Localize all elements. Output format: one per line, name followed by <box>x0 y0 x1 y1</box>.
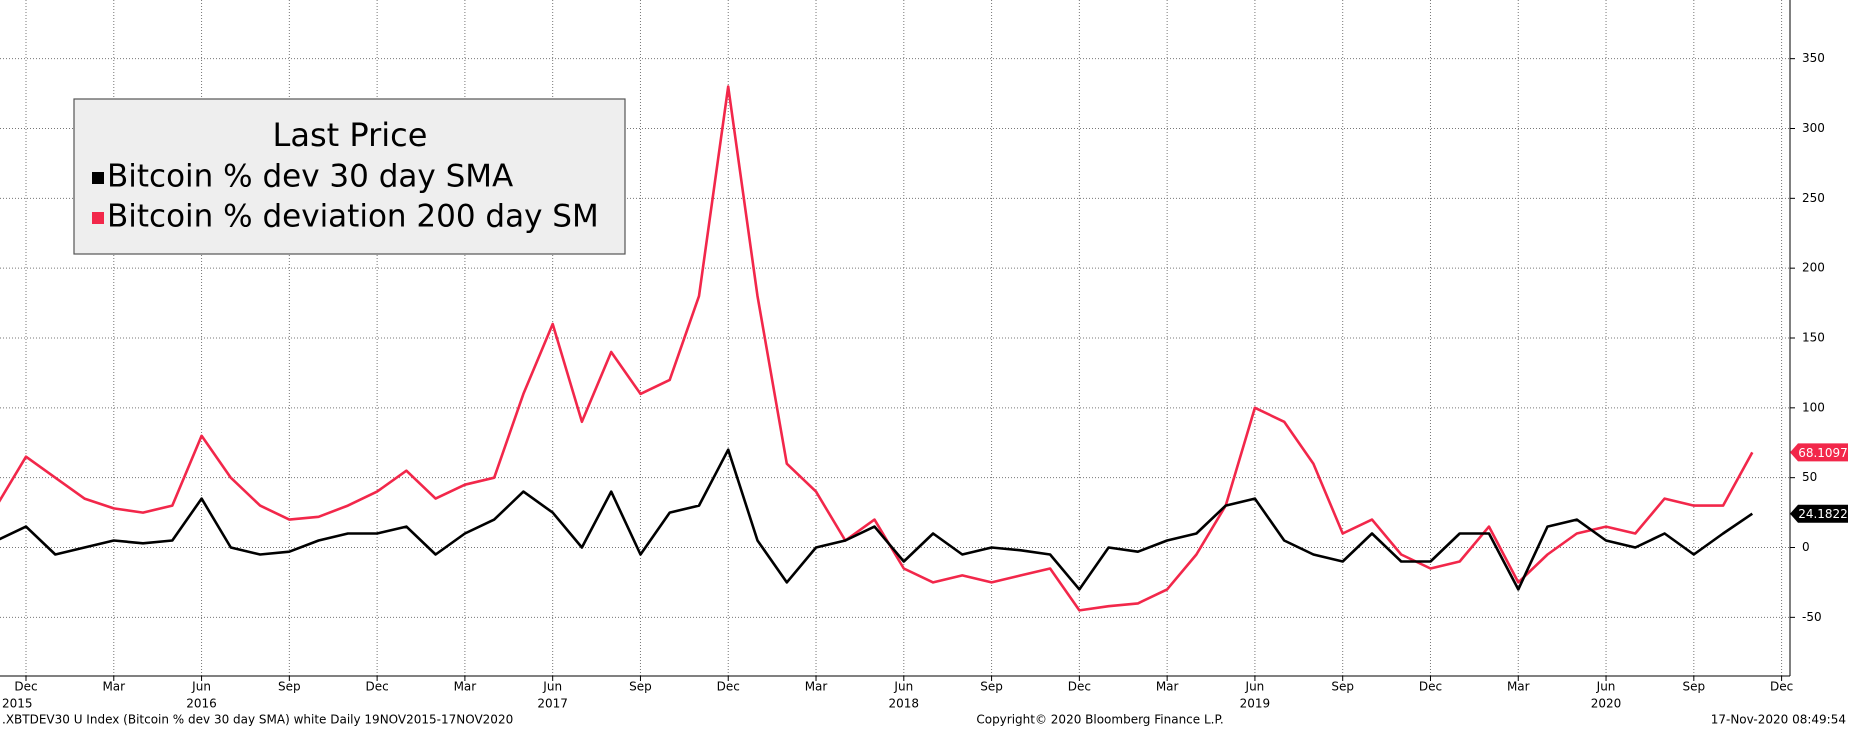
x-tick-label: Sep <box>1331 680 1354 694</box>
x-tick-label: Dec <box>366 680 389 694</box>
footer-right: 17-Nov-2020 08:49:54 <box>1711 713 1846 727</box>
series-line <box>0 85 1754 612</box>
last-value-label: 24.1822 <box>1798 507 1848 521</box>
last-value-box <box>1790 443 1848 462</box>
x-tick-label: Dec <box>1068 680 1091 694</box>
y-tick-label: -50 <box>1802 610 1822 624</box>
legend-swatch <box>92 172 104 184</box>
x-tick-label: Sep <box>980 680 1003 694</box>
footer-center: Copyright© 2020 Bloomberg Finance L.P. <box>976 713 1223 727</box>
x-tick-label: Jun <box>542 680 562 694</box>
y-tick-label: 100 <box>1802 400 1825 414</box>
x-tick-label: Dec <box>14 680 37 694</box>
footer-left: .XBTDEV30 U Index (Bitcoin % dev 30 day … <box>2 713 513 727</box>
x-tick-label: Mar <box>805 680 828 694</box>
x-tick-label: Dec <box>1770 680 1793 694</box>
y-tick-label: 50 <box>1802 470 1817 484</box>
x-tick-label: Jun <box>1245 680 1265 694</box>
year-label: 2017 <box>537 697 568 711</box>
x-tick-label: Mar <box>1507 680 1530 694</box>
x-tick-label: Sep <box>278 680 301 694</box>
year-label: 2015 <box>2 697 33 711</box>
legend-label: Bitcoin % dev 30 day SMA <box>107 159 513 195</box>
last-value-label: 68.1097 <box>1798 446 1848 460</box>
legend-box <box>73 98 626 255</box>
x-tick-label: Dec <box>1419 680 1442 694</box>
x-tick-label: Dec <box>717 680 740 694</box>
x-tick-label: Sep <box>1683 680 1706 694</box>
x-tick-label: Mar <box>102 680 125 694</box>
year-label: 2020 <box>1591 697 1622 711</box>
x-tick-label: Sep <box>629 680 652 694</box>
year-label: 2018 <box>889 697 920 711</box>
legend-label: Bitcoin % deviation 200 day SM <box>107 199 599 235</box>
year-label: 2019 <box>1240 697 1271 711</box>
y-tick-label: 200 <box>1802 261 1825 275</box>
series-line <box>0 448 1754 591</box>
x-tick-label: Jun <box>1596 680 1616 694</box>
x-tick-label: Mar <box>1156 680 1179 694</box>
legend-title: Last Price <box>273 116 428 154</box>
legend-swatch <box>92 212 104 224</box>
y-tick-label: 300 <box>1802 121 1825 135</box>
year-label: 2016 <box>186 697 217 711</box>
y-tick-label: 250 <box>1802 191 1825 205</box>
last-value-box <box>1790 504 1848 523</box>
x-tick-label: Mar <box>454 680 477 694</box>
y-tick-label: 0 <box>1802 540 1810 554</box>
y-tick-label: 350 <box>1802 51 1825 65</box>
x-tick-label: Jun <box>893 680 913 694</box>
legend: Last Price Bitcoin % dev 30 day SMA Bitco… <box>73 98 626 255</box>
x-tick-label: Jun <box>191 680 211 694</box>
y-tick-label: 150 <box>1802 331 1825 345</box>
